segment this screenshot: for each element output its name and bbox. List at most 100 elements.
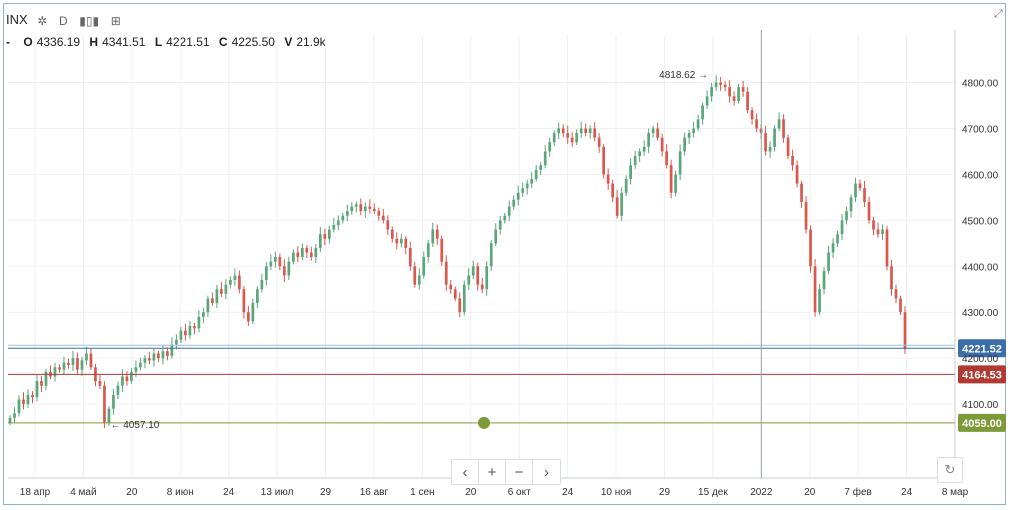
candle-body: [579, 128, 583, 134]
compare-icon[interactable]: ⊞: [110, 13, 121, 28]
x-tick-label: 10 ноя: [601, 487, 631, 498]
candle-body: [62, 362, 66, 370]
candle-body: [719, 82, 722, 85]
candle-body: [755, 119, 758, 129]
candle-body: [184, 330, 187, 336]
candle-body: [269, 261, 273, 267]
symbol-label[interactable]: INX: [6, 12, 28, 27]
candle-body: [642, 146, 646, 152]
candle-body: [638, 151, 641, 157]
x-tick-label: 29: [320, 487, 332, 498]
candle-body: [188, 325, 192, 336]
candle-body: [53, 367, 57, 377]
candle-body: [836, 234, 839, 244]
scroll-right-button[interactable]: ›: [544, 463, 549, 481]
x-tick-label: 4 май: [70, 487, 96, 498]
candle-body: [274, 257, 277, 262]
candle-body: [458, 298, 462, 313]
candle-body: [89, 353, 93, 368]
x-tick-label: 6 окт: [508, 487, 531, 498]
candle-body: [341, 215, 345, 221]
x-tick-label: 24: [901, 487, 913, 498]
candle-body: [58, 367, 61, 370]
bars-icon[interactable]: ▮▯▮: [79, 13, 100, 28]
candle-body: [683, 137, 686, 152]
candle-body: [345, 211, 349, 216]
candle-body: [561, 128, 565, 134]
candle-body: [516, 192, 520, 200]
candle-body: [647, 133, 650, 147]
candle-body: [390, 229, 394, 239]
open-value: 4336.19: [36, 35, 81, 49]
candle-body: [462, 284, 466, 313]
candle-body: [674, 174, 677, 193]
candle-body: [107, 408, 111, 423]
high-label: H: [89, 35, 99, 49]
candle-body: [566, 133, 570, 138]
candle-body: [368, 206, 372, 209]
candle-body: [350, 206, 354, 212]
candle-body: [372, 208, 376, 212]
legend-collapse[interactable]: -: [6, 35, 10, 49]
candle-body: [467, 275, 471, 285]
candle-body: [732, 96, 736, 101]
candle-body: [22, 399, 25, 405]
candle-body: [705, 96, 709, 106]
zoom-out-button[interactable]: −: [506, 460, 533, 484]
y-tick-label: 4100.00: [962, 400, 999, 411]
candle-body: [894, 289, 898, 299]
candle-body: [431, 229, 435, 244]
candle-body: [741, 87, 745, 92]
candle-body: [26, 394, 30, 405]
candle-body: [251, 303, 255, 322]
high-annotation: 4818.62 →: [659, 70, 708, 81]
chart-header: INX ✲ D ▮▯▮ ⊞: [6, 12, 129, 28]
interval-label[interactable]: D: [58, 13, 68, 28]
candle-body: [35, 381, 39, 398]
candle-body: [247, 312, 250, 322]
candle-body: [552, 133, 556, 143]
fullscreen-icon[interactable]: ⤢: [994, 8, 1003, 20]
candle-body: [809, 229, 812, 267]
candle-body: [494, 229, 498, 244]
candle-body: [260, 280, 264, 290]
zoom-in-button[interactable]: +: [479, 460, 506, 484]
candle-body: [300, 247, 304, 258]
candle-body: [287, 261, 291, 276]
candle-body: [651, 128, 655, 134]
scroll-left-button[interactable]: ‹: [452, 460, 479, 484]
candle-body: [242, 289, 246, 313]
candle-body: [840, 220, 844, 235]
candle-body: [687, 133, 691, 138]
candle-body: [377, 211, 381, 216]
candle-body: [98, 381, 102, 386]
x-tick-label: 24: [562, 487, 574, 498]
candle-body: [696, 119, 700, 129]
candle-body: [224, 284, 228, 294]
candle-body: [597, 137, 601, 147]
candle-body: [305, 247, 309, 253]
candle-body: [8, 417, 12, 423]
candle-body: [152, 353, 156, 361]
candle-body: [629, 165, 633, 180]
candle-body: [777, 119, 781, 129]
candle-body: [489, 243, 493, 267]
reset-view-button[interactable]: ↻: [937, 457, 963, 483]
candle-body: [476, 266, 480, 285]
candle-body: [665, 151, 668, 166]
level-handle[interactable]: [478, 416, 490, 429]
candle-body: [881, 229, 884, 235]
x-tick-label: 20: [804, 487, 816, 498]
candle-body: [404, 238, 408, 248]
gear-icon[interactable]: ✲: [37, 13, 48, 28]
volume-label: V: [284, 35, 293, 49]
level-price-badge: [958, 339, 1006, 358]
y-tick-label: 4800.00: [962, 79, 999, 90]
candle-body: [831, 243, 835, 253]
high-value: 4341.51: [102, 35, 146, 49]
candle-body: [296, 252, 300, 258]
x-tick-label: 8 июн: [167, 487, 194, 498]
x-tick-label: 18 апр: [20, 487, 51, 498]
candle-body: [71, 358, 75, 366]
